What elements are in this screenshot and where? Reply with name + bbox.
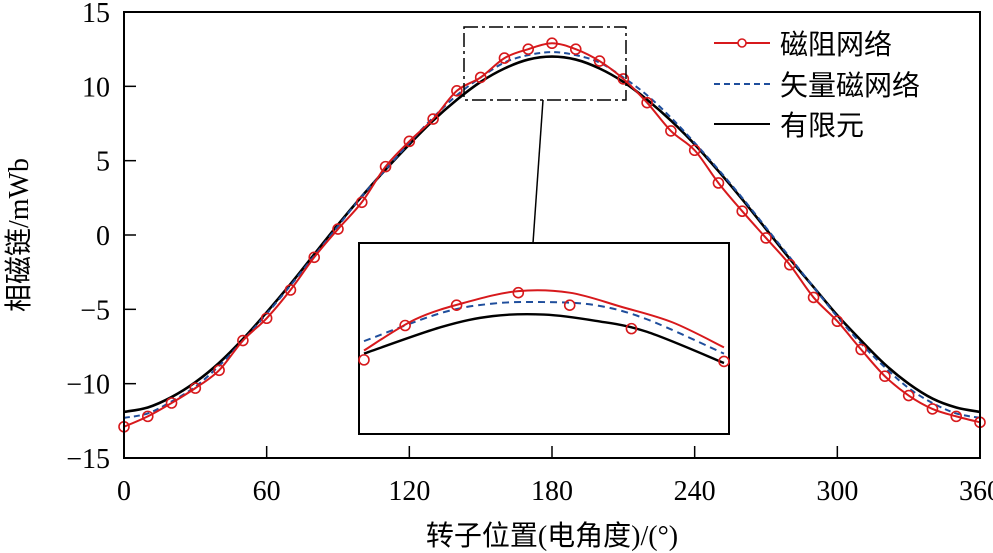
axis-ticks: 0 60 120 180 240 300 360 15 10 5 0 −5 −10 −15 — [66, 0, 993, 507]
legend-label: 有限元 — [780, 110, 864, 142]
x-tick-label: 360 — [959, 476, 993, 507]
data-point-marker — [783, 258, 796, 271]
data-point-marker — [641, 96, 653, 109]
x-tick-label: 0 — [117, 476, 131, 507]
data-point-marker — [902, 389, 915, 402]
inset-data-point-marker — [450, 299, 463, 311]
data-point-marker — [522, 43, 535, 55]
data-point-marker — [284, 284, 297, 296]
data-point-marker — [712, 177, 725, 189]
y-tick-label: 5 — [96, 147, 110, 178]
series-layer — [118, 37, 986, 433]
data-point-marker — [379, 160, 392, 173]
data-point-marker — [688, 144, 701, 157]
data-point-marker — [879, 370, 891, 383]
data-point-marker — [546, 37, 558, 50]
data-point-marker — [736, 205, 749, 218]
inset-data-point-marker — [563, 299, 576, 311]
data-point-marker — [807, 291, 820, 304]
legend-item-vector-magnetic-network: 矢量磁网络 — [714, 70, 920, 102]
data-point-marker — [213, 364, 225, 377]
y-axis-label: 相磁链/mWb — [3, 158, 35, 312]
data-point-marker — [189, 382, 202, 394]
data-point-marker — [831, 315, 844, 328]
x-tick-label: 300 — [816, 476, 858, 507]
data-point-marker — [569, 43, 582, 55]
y-tick-label: 10 — [82, 72, 110, 103]
data-point-marker — [165, 397, 178, 409]
inset-series-line — [363, 289, 725, 352]
data-point-marker — [926, 403, 939, 415]
data-point-marker — [355, 196, 368, 209]
legend-item-finite-element: 有限元 — [714, 110, 864, 142]
x-tick-label: 240 — [674, 476, 716, 507]
inset-series-line — [363, 300, 725, 355]
legend: 磁阻网络 矢量磁网络 有限元 — [714, 29, 920, 142]
legend-label: 矢量磁网络 — [780, 70, 920, 102]
y-tick-label: −10 — [66, 370, 110, 401]
data-point-marker — [332, 223, 344, 235]
inset-plot — [358, 242, 730, 435]
y-tick-label: 0 — [96, 221, 110, 252]
data-point-marker — [141, 410, 154, 423]
data-point-marker — [308, 251, 321, 264]
legend-label: 磁阻网络 — [780, 29, 892, 61]
inset-data-point-marker — [718, 355, 730, 368]
x-tick-label: 60 — [253, 476, 281, 507]
inset-data-point-marker — [625, 322, 638, 335]
y-tick-label: −5 — [80, 295, 110, 326]
data-point-marker — [451, 84, 463, 97]
legend-item-reluctance-network: 磁阻网络 — [714, 29, 892, 61]
data-point-marker — [665, 125, 677, 137]
y-tick-label: 15 — [82, 0, 110, 29]
data-point-marker — [498, 52, 511, 64]
data-point-marker — [237, 334, 249, 347]
series-line — [123, 42, 981, 428]
y-tick-label: −15 — [66, 444, 110, 475]
data-point-marker — [950, 410, 963, 423]
data-point-marker — [403, 135, 416, 148]
data-point-marker — [260, 312, 273, 325]
zoom-region-box — [463, 26, 627, 244]
data-point-marker — [474, 71, 487, 84]
x-tick-label: 180 — [531, 476, 573, 507]
data-point-marker — [855, 343, 867, 356]
data-point-marker — [593, 55, 606, 67]
data-point-marker — [617, 73, 630, 85]
inset-series-line — [363, 312, 725, 365]
inset-data-point-marker — [358, 354, 370, 366]
inset-data-point-marker — [512, 286, 525, 299]
data-point-marker — [760, 232, 772, 244]
data-point-marker — [427, 113, 439, 125]
x-axis-label: 转子位置(电角度)/(°) — [426, 520, 678, 552]
legend-marker-circle-icon — [737, 38, 747, 48]
x-tick-label: 120 — [388, 476, 430, 507]
inset-data-point-marker — [399, 319, 411, 332]
